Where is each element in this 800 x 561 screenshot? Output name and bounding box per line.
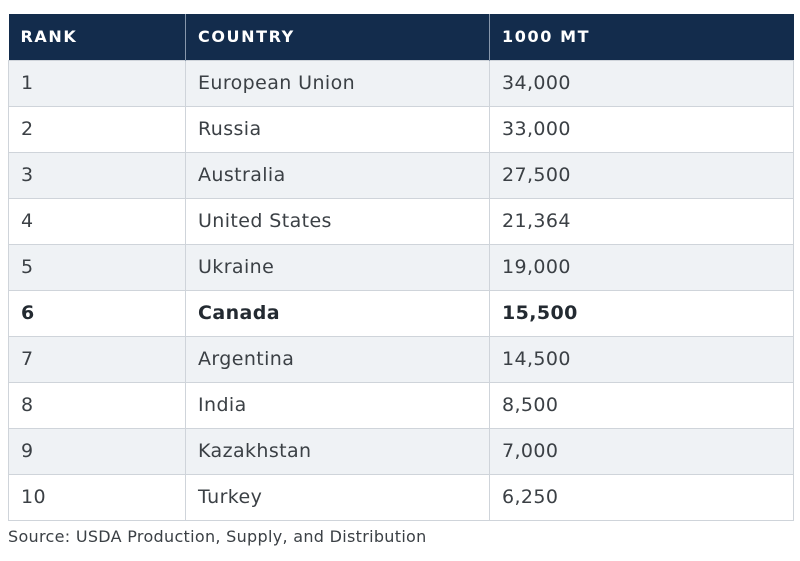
header-country: COUNTRY — [185, 14, 490, 60]
country-cell: Canada — [185, 289, 490, 337]
table-row: 7 Argentina 14,500 — [8, 335, 794, 383]
data-table: RANK COUNTRY 1000 MT 1 European Union 34,0… — [8, 14, 794, 521]
header-row: RANK COUNTRY 1000 MT — [8, 14, 794, 60]
country-cell: United States — [185, 197, 490, 245]
rank-cell: 2 — [8, 105, 186, 153]
header-value: 1000 MT — [489, 14, 794, 60]
table-header: RANK COUNTRY 1000 MT — [8, 14, 794, 60]
table-row: 4 United States 21,364 — [8, 197, 794, 245]
country-cell: Turkey — [185, 473, 490, 521]
source-note: Source: USDA Production, Supply, and Dis… — [8, 527, 427, 546]
rank-cell: 9 — [8, 427, 186, 475]
table-row: 5 Ukraine 19,000 — [8, 243, 794, 291]
value-cell: 19,000 — [489, 243, 794, 291]
value-cell: 33,000 — [489, 105, 794, 153]
rank-cell: 6 — [8, 289, 186, 337]
table-row: 1 European Union 34,000 — [8, 59, 794, 107]
country-cell: Argentina — [185, 335, 490, 383]
value-cell: 14,500 — [489, 335, 794, 383]
rank-cell: 10 — [8, 473, 186, 521]
country-cell: Ukraine — [185, 243, 490, 291]
rank-cell: 8 — [8, 381, 186, 429]
rank-cell: 7 — [8, 335, 186, 383]
table-row: 10 Turkey 6,250 — [8, 473, 794, 521]
table-row: 2 Russia 33,000 — [8, 105, 794, 153]
table-body: 1 European Union 34,000 2 Russia 33,000 3 Austr… — [8, 59, 794, 521]
value-cell: 27,500 — [489, 151, 794, 199]
table-row: 6 Canada 15,500 — [8, 289, 794, 337]
value-cell: 8,500 — [489, 381, 794, 429]
rank-cell: 5 — [8, 243, 186, 291]
rank-cell: 1 — [8, 59, 186, 107]
country-cell: India — [185, 381, 490, 429]
value-cell: 34,000 — [489, 59, 794, 107]
country-cell: Kazakhstan — [185, 427, 490, 475]
table-row: 3 Australia 27,500 — [8, 151, 794, 199]
value-cell: 21,364 — [489, 197, 794, 245]
value-cell: 15,500 — [489, 289, 794, 337]
table-row: 9 Kazakhstan 7,000 — [8, 427, 794, 475]
country-cell: Australia — [185, 151, 490, 199]
rank-cell: 3 — [8, 151, 186, 199]
country-cell: Russia — [185, 105, 490, 153]
table-row: 8 India 8,500 — [8, 381, 794, 429]
header-rank: RANK — [8, 14, 186, 60]
value-cell: 6,250 — [489, 473, 794, 521]
country-cell: European Union — [185, 59, 490, 107]
value-cell: 7,000 — [489, 427, 794, 475]
rank-cell: 4 — [8, 197, 186, 245]
